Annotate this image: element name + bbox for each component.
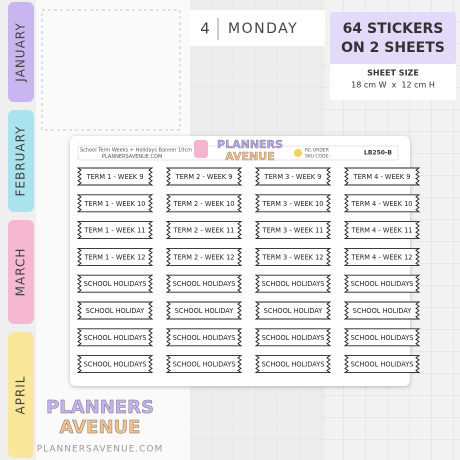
sticker-label: SCHOOL HOLIDAYS (351, 361, 414, 369)
sticker (254, 221, 332, 240)
sticker (165, 247, 243, 266)
sticker (254, 328, 332, 347)
month-label: APRIL (14, 375, 28, 414)
sticker-label: TERM 4 - WEEK 10 (351, 200, 413, 208)
sticker (343, 301, 421, 320)
month-tabs: JANUARY FEBRUARY MARCH APRIL (8, 2, 34, 458)
sticker-label: TERM 4 - WEEK 9 (353, 173, 411, 181)
sticker (343, 355, 421, 374)
sticker (165, 221, 243, 240)
logo-icon (194, 140, 208, 158)
sticker-label: SCHOOL HOLIDAYS (84, 361, 147, 369)
sticker (76, 247, 154, 266)
sticker-label: TERM 3 - WEEK 11 (262, 227, 324, 235)
sticker-label: SCHOOL HOLIDAYS (351, 280, 414, 288)
sheet-size-label: SHEET SIZE (367, 69, 419, 78)
sticker-label: SCHOOL HOLIDAYS (84, 280, 147, 288)
sticker (254, 167, 332, 186)
sticker-label: SCHOOL HOLIDAYS (262, 361, 325, 369)
sticker (76, 301, 154, 320)
sticker-label: TERM 3 - WEEK 12 (262, 253, 324, 261)
sticker-label: SCHOOL HOLIDAYS (351, 334, 414, 342)
reorder: RE-ORDER (305, 148, 329, 154)
sticker-label: TERM 2 - WEEK 11 (173, 227, 235, 235)
sticker (165, 167, 243, 186)
sku-label: SKU CODE: (305, 154, 330, 160)
sticker (165, 194, 243, 213)
sticker-label: SCHOOL HOLIDAYS (262, 334, 325, 342)
sticker-label: TERM 1 - WEEK 10 (84, 200, 146, 208)
month-label: JANUARY (14, 22, 28, 82)
sticker-label: TERM 1 - WEEK 12 (84, 253, 146, 261)
sticker-label: SCHOOL HOLIDAY (86, 307, 146, 315)
sticker (254, 301, 332, 320)
sku: LB250-B (364, 150, 392, 157)
month-label: FEBRUARY (14, 126, 28, 197)
size-box (330, 64, 456, 100)
sticker (76, 221, 154, 240)
badge-line: 64 STICKERS (343, 21, 444, 37)
sticker-label: TERM 2 - WEEK 12 (173, 253, 235, 261)
footer-logo: PLANNERS (46, 397, 154, 418)
sheet-website: PLANNERSAVENUE.COM (102, 154, 162, 160)
sticker (254, 355, 332, 374)
month-label: MARCH (14, 248, 28, 297)
sheet-header (77, 145, 399, 161)
sheet-logo: PLANNERS (217, 138, 283, 151)
month-tab (8, 332, 34, 458)
sticker-label: TERM 3 - WEEK 9 (264, 173, 322, 181)
date-header (190, 10, 325, 46)
sticker (165, 301, 243, 320)
bee-icon (294, 149, 302, 157)
day-name: MONDAY (228, 21, 298, 37)
sticker-label: SCHOOL HOLIDAYS (173, 334, 236, 342)
sticker (76, 167, 154, 186)
sticker (76, 274, 154, 293)
sticker (254, 274, 332, 293)
product-name: School Term Weeks + Holidays Banner 10cm (80, 148, 192, 154)
sticker (165, 328, 243, 347)
sticker-label: SCHOOL HOLIDAYS (262, 280, 325, 288)
sticker (254, 194, 332, 213)
day-number: 4 (200, 20, 210, 38)
sheet-logo: AVENUE (225, 150, 274, 163)
sticker-label: SCHOOL HOLIDAYS (173, 280, 236, 288)
month-tab (8, 2, 34, 102)
sticker-label: TERM 1 - WEEK 9 (86, 173, 144, 181)
footer-website: PLANNERSAVENUE.COM (37, 445, 164, 455)
sticker-label: TERM 4 - WEEK 12 (351, 253, 413, 261)
badge (330, 12, 456, 64)
sticker (76, 355, 154, 374)
sticker-label: TERM 1 - WEEK 11 (84, 227, 146, 235)
sticker (254, 247, 332, 266)
sticker-label: SCHOOL HOLIDAY (175, 307, 235, 315)
dashed-box (41, 9, 181, 131)
badge-line: ON 2 SHEETS (341, 40, 445, 56)
sticker (165, 355, 243, 374)
month-tab (8, 110, 34, 212)
sticker-label: TERM 2 - WEEK 9 (175, 173, 233, 181)
sticker-label: SCHOOL HOLIDAYS (173, 361, 236, 369)
sticker (343, 194, 421, 213)
footer-logo: AVENUE (60, 417, 141, 438)
sticker-label: SCHOOL HOLIDAYS (84, 334, 147, 342)
sticker-label: TERM 2 - WEEK 10 (173, 200, 235, 208)
sticker-grid: TERM 1 - WEEK 9 TERM 2 - WEEK 9 TERM 3 - W… (76, 167, 421, 374)
sticker (76, 328, 154, 347)
sticker (76, 194, 154, 213)
sticker-label: TERM 3 - WEEK 10 (262, 200, 324, 208)
sticker-label: TERM 4 - WEEK 11 (351, 227, 413, 235)
sticker (343, 167, 421, 186)
sticker (165, 274, 243, 293)
month-tab (8, 220, 34, 324)
sticker-label: SCHOOL HOLIDAY (264, 307, 324, 315)
sticker (343, 247, 421, 266)
sticker (343, 221, 421, 240)
sticker-label: SCHOOL HOLIDAY (353, 307, 413, 315)
sticker (343, 274, 421, 293)
sticker (343, 328, 421, 347)
sheet-size-value: 18 cm W x 12 cm H (351, 81, 435, 90)
